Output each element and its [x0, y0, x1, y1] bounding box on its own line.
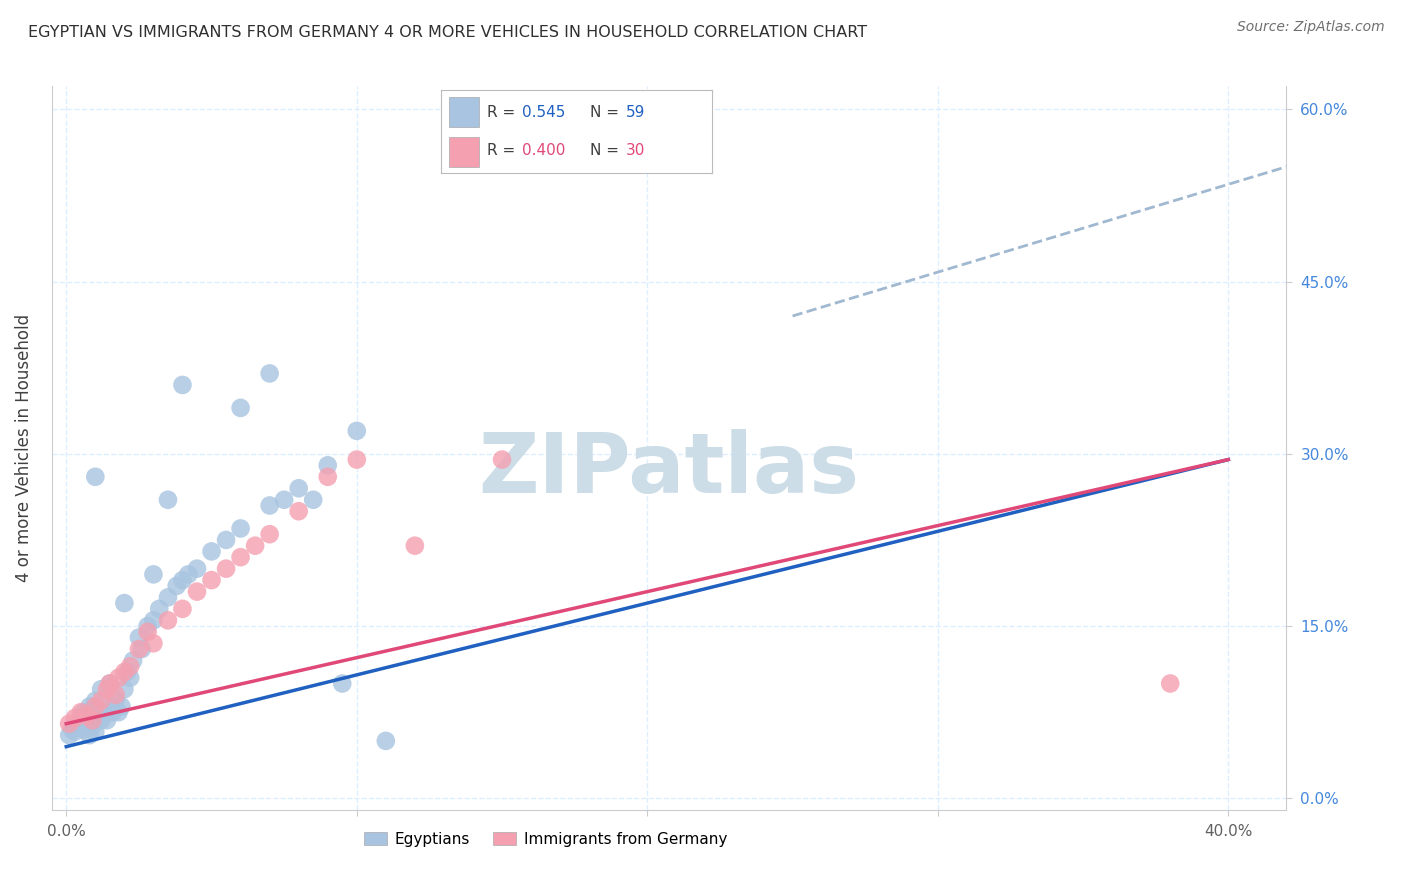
Point [107, 671, 129, 685]
Point [96, 713, 118, 727]
Point [148, 602, 170, 616]
Point [229, 521, 252, 535]
Point [84, 694, 107, 708]
Point [69, 711, 91, 725]
Legend: Egyptians, Immigrants from Germany: Egyptians, Immigrants from Germany [359, 825, 733, 853]
Point [491, 452, 513, 467]
Point [117, 665, 139, 679]
Y-axis label: 4 or more Vehicles in Household: 4 or more Vehicles in Household [15, 314, 32, 582]
Point [82, 713, 104, 727]
Point [76, 708, 98, 723]
Point [215, 533, 238, 547]
Point [107, 705, 129, 719]
Point [142, 567, 165, 582]
Point [73, 723, 96, 737]
Point [79, 728, 101, 742]
Text: EGYPTIAN VS IMMIGRANTS FROM GERMANY 4 OR MORE VEHICLES IN HOUSEHOLD CORRELATION : EGYPTIAN VS IMMIGRANTS FROM GERMANY 4 OR… [28, 25, 868, 40]
Point [156, 591, 179, 605]
Point [1159, 676, 1181, 690]
Point [177, 567, 200, 582]
Point [136, 624, 159, 639]
Point [120, 659, 142, 673]
Point [330, 676, 353, 690]
Point [142, 636, 165, 650]
Point [112, 682, 135, 697]
Point [98, 676, 121, 690]
Point [122, 653, 145, 667]
Point [104, 694, 127, 708]
Point [76, 708, 98, 723]
Point [172, 602, 194, 616]
Point [96, 682, 118, 697]
Point [316, 458, 339, 473]
Point [58, 716, 80, 731]
Point [63, 711, 86, 725]
Point [84, 699, 107, 714]
Point [215, 562, 238, 576]
Point [186, 562, 208, 576]
Point [112, 665, 135, 679]
Point [76, 713, 98, 727]
Point [128, 642, 150, 657]
Point [259, 367, 281, 381]
Point [287, 481, 309, 495]
Point [200, 573, 222, 587]
Point [63, 724, 86, 739]
Point [172, 378, 194, 392]
Point [166, 579, 188, 593]
Point [69, 705, 91, 719]
Point [112, 596, 135, 610]
Point [73, 705, 96, 719]
Point [60, 723, 83, 737]
Point [156, 492, 179, 507]
Point [84, 470, 107, 484]
Point [374, 734, 396, 748]
Point [273, 492, 295, 507]
Point [200, 544, 222, 558]
Point [87, 708, 110, 723]
Point [58, 728, 80, 742]
Point [69, 716, 91, 731]
Point [90, 713, 112, 727]
Point [104, 688, 127, 702]
Point [287, 504, 309, 518]
Point [98, 676, 121, 690]
Point [82, 702, 104, 716]
Point [90, 694, 112, 708]
Point [316, 470, 339, 484]
Point [66, 720, 89, 734]
Point [128, 631, 150, 645]
Text: ZIPatlas: ZIPatlas [478, 429, 859, 510]
Point [186, 584, 208, 599]
Point [79, 699, 101, 714]
Point [229, 401, 252, 415]
Point [142, 613, 165, 627]
Point [136, 619, 159, 633]
Point [243, 539, 266, 553]
Point [98, 699, 121, 714]
Point [120, 671, 142, 685]
Point [93, 705, 115, 719]
Point [172, 573, 194, 587]
Point [404, 539, 426, 553]
Point [346, 452, 368, 467]
Point [259, 527, 281, 541]
Point [346, 424, 368, 438]
Point [229, 550, 252, 565]
Point [302, 492, 325, 507]
Point [84, 724, 107, 739]
Point [82, 719, 104, 733]
Point [131, 642, 153, 657]
Point [110, 699, 132, 714]
Point [156, 613, 179, 627]
Point [259, 499, 281, 513]
Text: Source: ZipAtlas.com: Source: ZipAtlas.com [1237, 20, 1385, 34]
Point [90, 682, 112, 697]
Point [101, 705, 124, 719]
